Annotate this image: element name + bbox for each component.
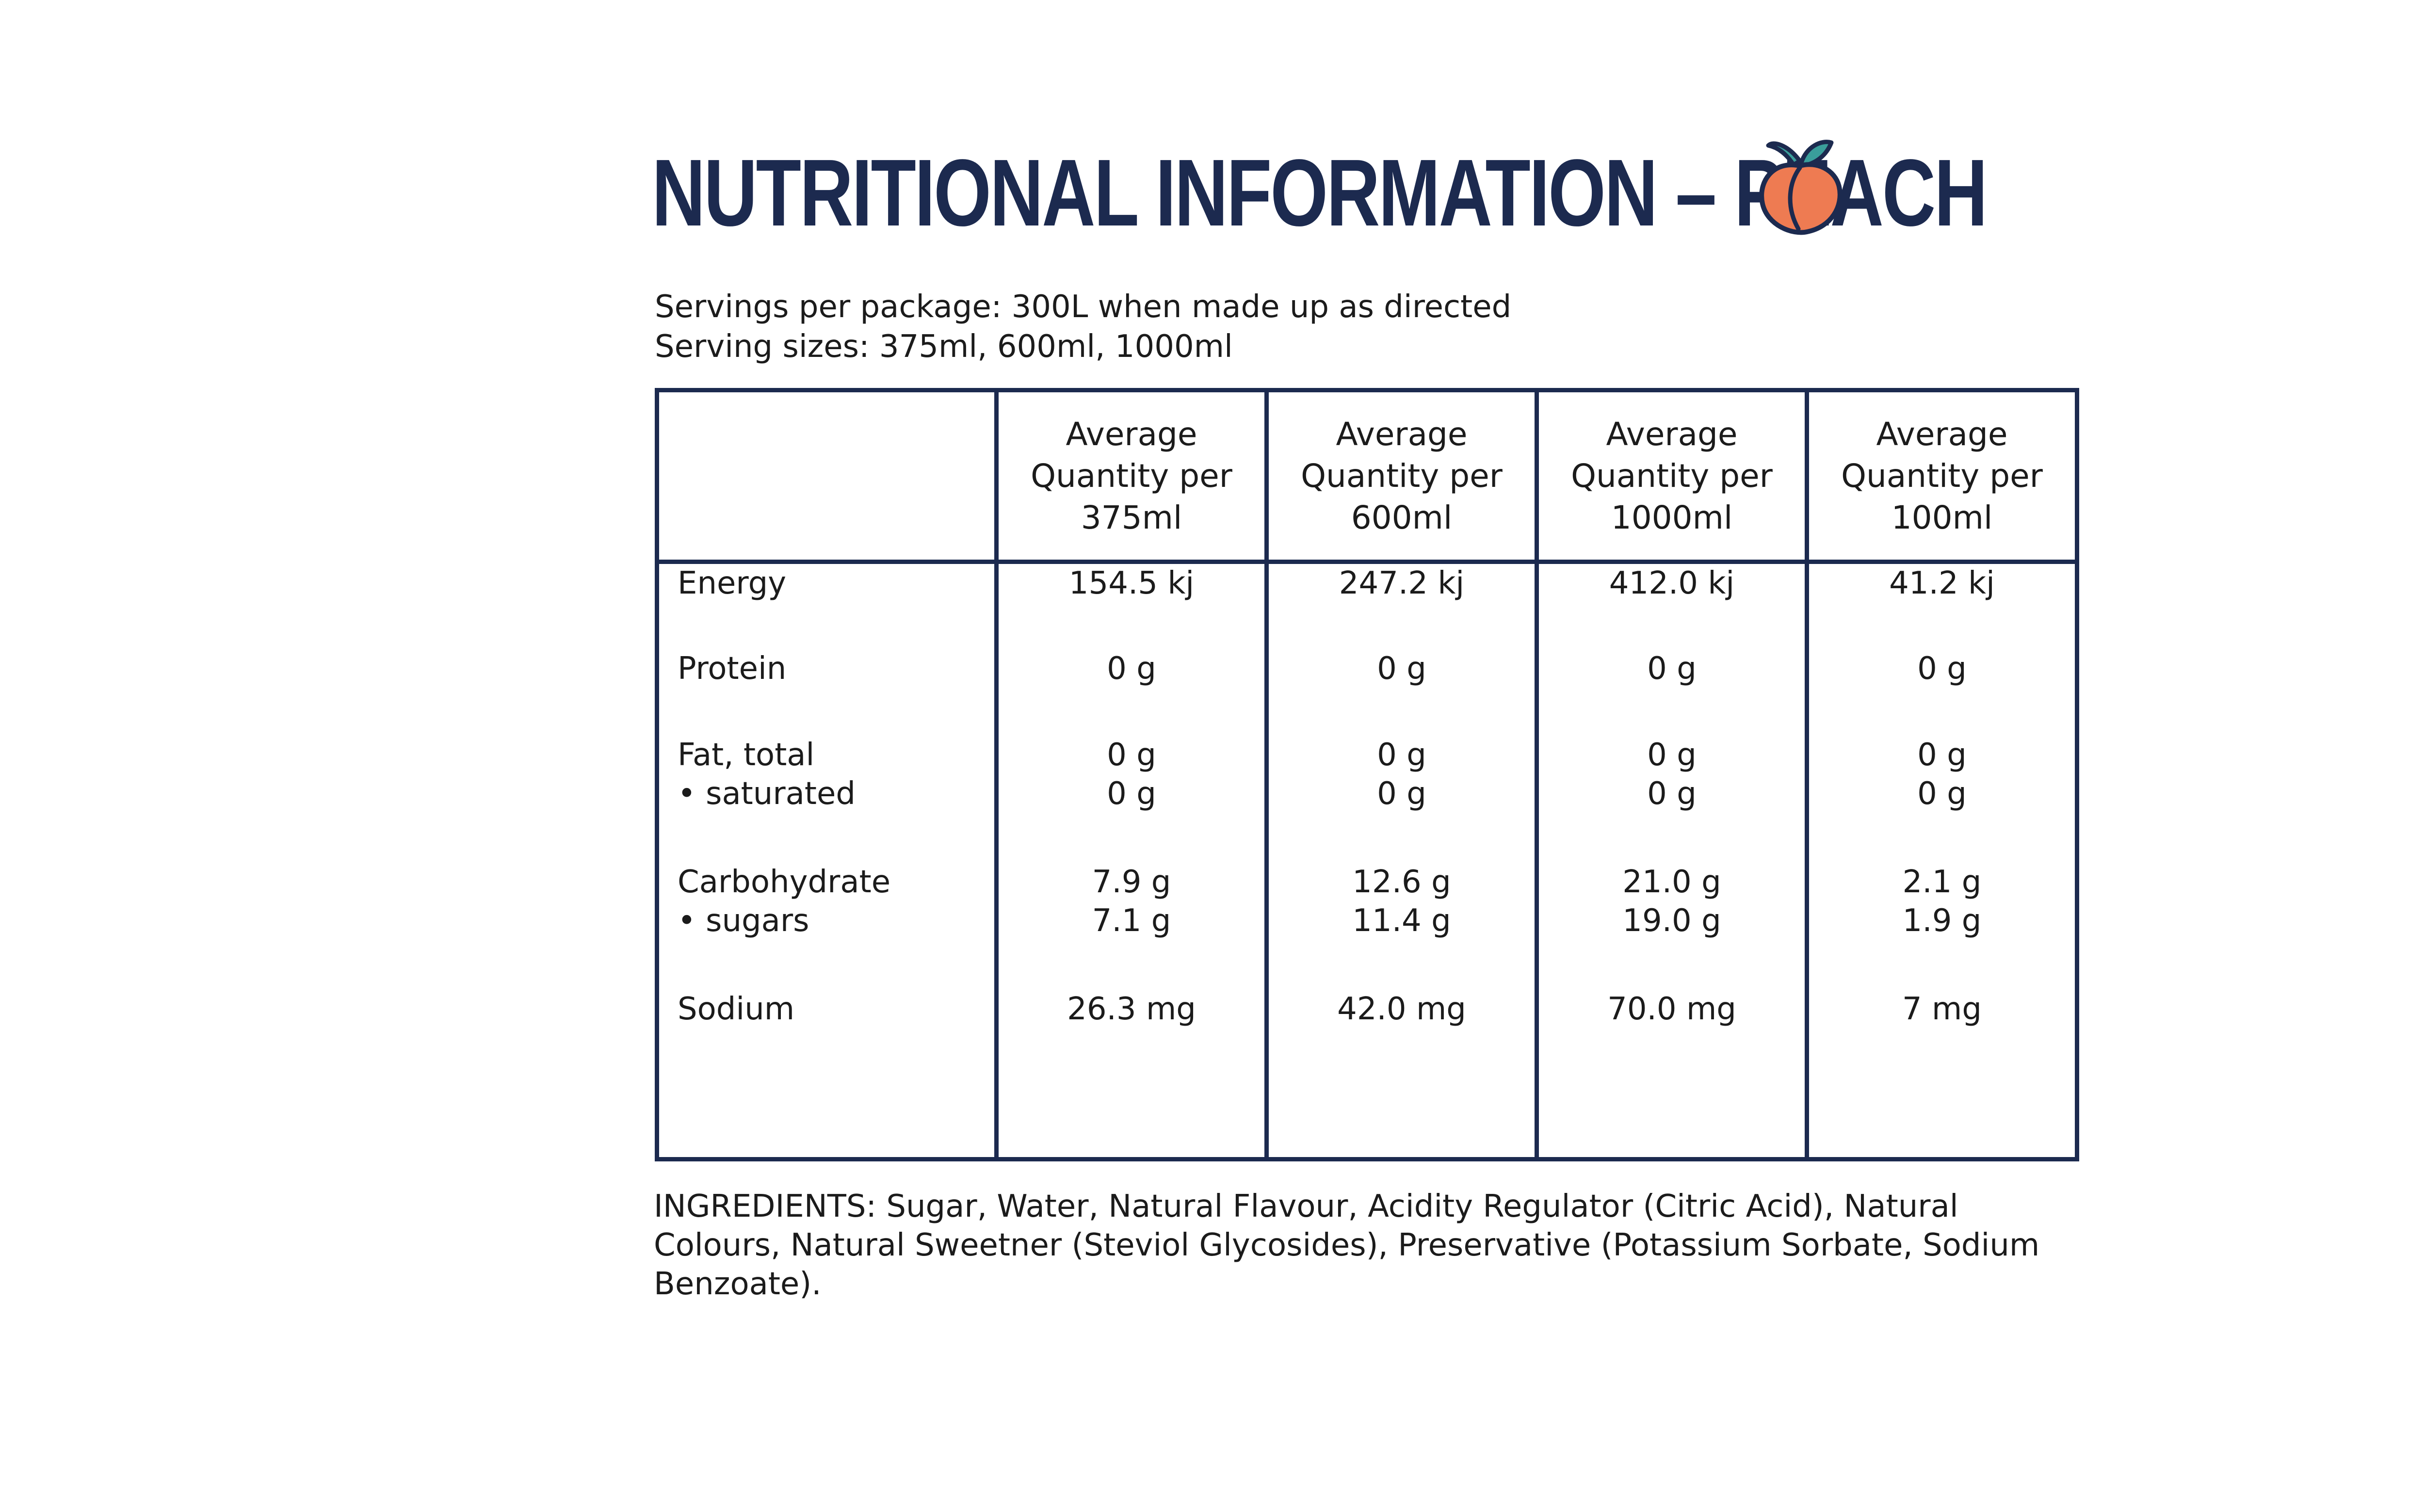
table-row-sodium: Sodium 26.3 mg 42.0 mg 70.0 mg 7 mg [657, 989, 2077, 1159]
value-line: 0 g [1647, 737, 1697, 773]
value-line: 247.2 kj [1339, 565, 1465, 601]
cell-100ml: 41.2 kj [1805, 562, 2077, 649]
value-line: 0 g [1917, 650, 1967, 687]
label-line: • saturated [678, 775, 856, 812]
cell-600ml: 42.0 mg [1264, 989, 1537, 1159]
label-line: • sugars [678, 902, 809, 939]
row-label: Fat, total • saturated [657, 736, 997, 863]
value-line: 7.9 g [1092, 864, 1171, 900]
value-line: 70.0 mg [1607, 991, 1736, 1027]
cell-1000ml: 0 g [1535, 649, 1807, 736]
value-line: 0 g [1647, 775, 1697, 812]
header-line: 100ml [1891, 499, 1993, 536]
cell-375ml: 26.3 mg [994, 989, 1267, 1159]
header-line: Average [1606, 415, 1738, 453]
value-line: 41.2 kj [1889, 565, 1995, 601]
value-line: 21.0 g [1622, 864, 1721, 900]
value-line: 0 g [1107, 737, 1156, 773]
value-line: 42.0 mg [1337, 991, 1466, 1027]
header-line: 600ml [1351, 499, 1453, 536]
header-line: Average [1336, 415, 1468, 453]
value-line: 26.3 mg [1067, 991, 1196, 1027]
value-line: 0 g [1377, 775, 1426, 812]
servings-info: Servings per package: 300L when made up … [655, 287, 1511, 367]
header-line: 375ml [1081, 499, 1182, 536]
row-label: Sodium [657, 990, 997, 1159]
value-line: 0 g [1647, 650, 1697, 687]
ingredients-text: INGREDIENTS: Sugar, Water, Natural Flavo… [654, 1189, 2040, 1302]
servings-per-package: Servings per package: 300L when made up … [655, 289, 1512, 325]
value-line: 0 g [1917, 737, 1967, 773]
header-line: Average [1876, 415, 2008, 453]
label-line: Protein [678, 650, 787, 687]
cell-1000ml: 70.0 mg [1535, 989, 1807, 1159]
value-line: 19.0 g [1622, 902, 1721, 939]
cell-1000ml: 0 g 0 g [1535, 735, 1807, 863]
table-row-carbohydrate: Carbohydrate • sugars 7.9 g 7.1 g 12.6 g… [657, 862, 2077, 990]
row-label: Protein [657, 649, 997, 736]
cell-100ml: 0 g [1805, 649, 2077, 736]
cell-375ml: 0 g [994, 649, 1267, 736]
value-line: 0 g [1917, 775, 1967, 812]
cell-100ml: 2.1 g 1.9 g [1805, 862, 2077, 990]
row-label: Energy [657, 562, 997, 649]
table-header-1000ml: Average Quantity per 1000ml [1535, 390, 1807, 564]
value-line: 412.0 kj [1609, 565, 1735, 601]
table-row-energy: Energy 154.5 kj 247.2 kj 412.0 kj 41.2 k… [657, 562, 2077, 649]
table-row-fat: Fat, total • saturated 0 g 0 g 0 g 0 g 0… [657, 735, 2077, 863]
value-line: 7 mg [1902, 991, 1982, 1027]
header-line: Quantity per [1841, 457, 2043, 495]
header-line: Average [1066, 415, 1197, 453]
table-header-600ml: Average Quantity per 600ml [1264, 390, 1537, 564]
header-line: Quantity per [1571, 457, 1773, 495]
table-header-375ml: Average Quantity per 375ml [994, 390, 1267, 564]
nutrition-table: Average Quantity per 375ml Average Quant… [655, 388, 2079, 1161]
cell-375ml: 0 g 0 g [994, 735, 1267, 863]
value-line: 0 g [1107, 775, 1156, 812]
cell-600ml: 0 g 0 g [1264, 735, 1537, 863]
label-line: Energy [678, 565, 787, 601]
cell-1000ml: 21.0 g 19.0 g [1535, 862, 1807, 990]
header-line: Quantity per [1301, 457, 1503, 495]
cell-375ml: 154.5 kj [994, 562, 1267, 649]
serving-sizes: Serving sizes: 375ml, 600ml, 1000ml [655, 329, 1233, 365]
value-line: 0 g [1377, 650, 1426, 687]
value-line: 7.1 g [1092, 902, 1171, 939]
label-line: Fat, total [678, 737, 815, 773]
cell-375ml: 7.9 g 7.1 g [994, 862, 1267, 990]
value-line: 154.5 kj [1068, 565, 1195, 601]
value-line: 12.6 g [1352, 864, 1451, 900]
value-line: 0 g [1107, 650, 1156, 687]
table-header-100ml: Average Quantity per 100ml [1805, 390, 2077, 564]
cell-600ml: 12.6 g 11.4 g [1264, 862, 1537, 990]
cell-600ml: 247.2 kj [1264, 562, 1537, 649]
row-label: Carbohydrate • sugars [657, 863, 997, 990]
value-line: 11.4 g [1352, 902, 1451, 939]
table-header-row: Average Quantity per 375ml Average Quant… [657, 390, 2077, 564]
table-header-empty [657, 390, 997, 564]
header-line: Quantity per [1031, 457, 1232, 495]
title-row: NUTRITIONAL INFORMATION – PEACH [652, 135, 2362, 251]
cell-600ml: 0 g [1264, 649, 1537, 736]
header-line: 1000ml [1611, 499, 1733, 536]
label-line: Sodium [678, 991, 795, 1027]
value-line: 1.9 g [1902, 902, 1982, 939]
value-line: 0 g [1377, 737, 1426, 773]
value-line: 2.1 g [1902, 864, 1982, 900]
table-row-protein: Protein 0 g 0 g 0 g 0 g [657, 649, 2077, 736]
cell-1000ml: 412.0 kj [1535, 562, 1807, 649]
cell-100ml: 7 mg [1805, 989, 2077, 1159]
label-line: Carbohydrate [678, 864, 891, 900]
peach-icon [1759, 140, 1843, 235]
cell-100ml: 0 g 0 g [1805, 735, 2077, 863]
